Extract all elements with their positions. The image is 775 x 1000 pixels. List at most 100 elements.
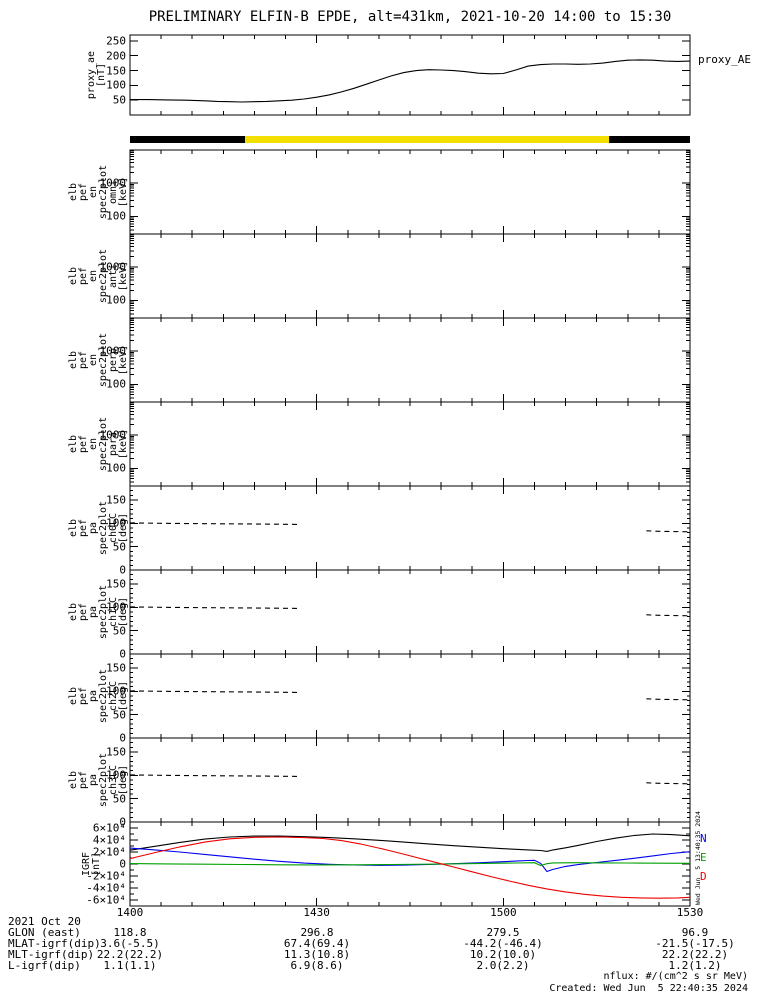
proxy-ytick-label: 150 <box>106 64 126 78</box>
footer-value: 118.8 <box>113 926 147 939</box>
pa-ytick-label: 150 <box>106 661 126 675</box>
footer-date: 2021 Oct 20 <box>8 915 81 928</box>
spec-ytick-label: 1000 <box>99 428 127 442</box>
created-note: Created: Wed Jun 5 22:40:35 2024 <box>549 983 748 994</box>
igrf-legend-E: E <box>700 851 707 864</box>
x-tick-label: 1500 <box>490 906 517 919</box>
pa-axis-label: elb pef pa spec2plot ch2LC [deg] <box>68 668 129 724</box>
spec-panel-frame <box>129 317 691 403</box>
footer-value: 1.1(1.1) <box>103 959 157 972</box>
footer-value: 67.4(69.4) <box>283 937 351 950</box>
pa-axis-label: elb pef pa spec2plot ch3LC [deg] <box>68 752 129 808</box>
pa-ytick-label: 0 <box>119 647 126 661</box>
pa-ytick-label: 0 <box>119 731 126 745</box>
spec-ytick-label: 100 <box>106 377 126 391</box>
footer-row-label: MLAT-igrf(dip) <box>8 937 101 950</box>
losscone-line-left <box>129 774 299 777</box>
proxy-ytick-label: 200 <box>106 49 126 63</box>
footer-row-label: MLT-igrf(dip) <box>8 948 95 961</box>
pa-ytick-label: 0 <box>119 815 126 829</box>
proxy-ytick-label: 250 <box>106 34 126 48</box>
spec-axis-label: elb pef en spec2plot omni [keV] <box>68 164 129 220</box>
pa-panel-frame <box>129 653 691 739</box>
spec-ytick-label: 1000 <box>99 176 127 190</box>
x-tick-label: 1430 <box>303 906 330 919</box>
spec-panel-frame <box>129 149 691 235</box>
nflux-note: nflux: #/(cm^2 s sr MeV) <box>603 971 749 982</box>
footer-value: 11.3(10.8) <box>283 948 351 961</box>
spec-ytick-label: 100 <box>106 293 126 307</box>
pa-ytick-label: 0 <box>119 563 126 577</box>
igrf-ytick-label: 2×10⁴ <box>92 845 126 859</box>
igrf-ytick-label: -4×10⁴ <box>86 881 126 895</box>
spec-ytick-label: 100 <box>106 461 126 475</box>
losscone-line-left <box>129 606 299 609</box>
spec-axis-label: elb pef en spec2plot perp [keV] <box>68 332 129 388</box>
footer-value: 96.9 <box>681 926 709 939</box>
igrf-ytick-label: 0 <box>119 857 126 871</box>
x-tick-label: 1400 <box>116 906 144 919</box>
proxy-ytick-label: 100 <box>106 78 126 92</box>
proxy-axis-label: proxy_ae [nT] <box>86 50 107 100</box>
spec-axis-label: elb pef en spec2plot para [keV] <box>68 416 129 472</box>
losscone-line-right <box>646 782 691 785</box>
time-bar-segment <box>609 136 690 143</box>
spec-ytick-label: 1000 <box>99 260 127 274</box>
pa-ytick-label: 150 <box>106 745 126 759</box>
losscone-line-right <box>646 530 691 533</box>
pa-ytick-label: 50 <box>112 540 126 554</box>
igrf-series-N <box>129 847 691 873</box>
pa-axis-label: elb pef pa spec2plot ch1LC [deg] <box>68 584 129 640</box>
pa-ytick-label: 50 <box>112 624 126 638</box>
pa-ytick-label: 150 <box>106 577 126 591</box>
footer-value: 10.2(10.0) <box>469 948 537 961</box>
losscone-line-right <box>646 698 691 701</box>
igrf-ytick-label: -6×10⁴ <box>86 893 126 907</box>
pa-ytick-label: 150 <box>106 493 126 507</box>
footer-value: 22.2(22.2) <box>661 948 729 961</box>
igrf-ytick-label: -2×10⁴ <box>86 869 126 883</box>
footer-value: 3.6(-5.5) <box>100 937 160 950</box>
igrf-series-E <box>129 862 691 867</box>
footer-value: 296.8 <box>300 926 334 939</box>
pa-panel-frame <box>129 569 691 655</box>
footer-value: 2.0(2.2) <box>476 959 530 972</box>
pa-ytick-label: 100 <box>106 768 126 782</box>
footer-value: 22.2(22.2) <box>96 948 164 961</box>
footer-value: 1.2(1.2) <box>668 959 722 972</box>
footer-value: -44.2(-46.4) <box>463 937 543 950</box>
losscone-line-left <box>129 522 299 525</box>
pa-ytick-label: 100 <box>106 600 126 614</box>
pa-ytick-label: 50 <box>112 792 126 806</box>
spec-panel-frame <box>129 233 691 319</box>
time-bar-segment <box>130 136 246 143</box>
pa-ytick-label: 100 <box>106 684 126 698</box>
spec-panel-frame <box>129 401 691 487</box>
spec-ytick-label: 100 <box>106 209 126 223</box>
spec-ytick-label: 1000 <box>99 344 127 358</box>
spec-axis-label: elb pef en spec2plot anti [keV] <box>68 248 129 304</box>
igrf-series-D <box>129 836 691 899</box>
pa-ytick-label: 100 <box>106 516 126 530</box>
footer-value: 279.5 <box>486 926 520 939</box>
pa-axis-label: elb pef pa spec2plot ch0LC [deg] <box>68 500 129 556</box>
igrf-axis-label: IGRF [nT] <box>81 851 102 877</box>
proxy-panel-frame <box>129 34 691 116</box>
pa-panel-frame <box>129 737 691 823</box>
losscone-line-right <box>646 614 691 617</box>
pa-ytick-label: 50 <box>112 708 126 722</box>
igrf-series-B <box>129 833 691 852</box>
x-tick-label: 1530 <box>676 906 704 919</box>
footer-row-label: L-igrf(dip) <box>8 959 81 972</box>
footer-value: 6.9(8.6) <box>290 959 344 972</box>
igrf-ytick-label: 4×10⁴ <box>92 833 126 847</box>
time-bar-segment <box>245 136 610 143</box>
footer-row-label: GLON (east) <box>8 926 81 939</box>
igrf-ytick-label: 6×10⁴ <box>92 821 126 835</box>
plot-title: PRELIMINARY ELFIN-B EPDE, alt=431km, 202… <box>148 9 672 25</box>
proxy-ytick-label: 50 <box>112 93 126 107</box>
proxy-ae-right-label: proxy_AE <box>698 53 751 66</box>
footer-value: -21.5(-17.5) <box>655 937 735 950</box>
